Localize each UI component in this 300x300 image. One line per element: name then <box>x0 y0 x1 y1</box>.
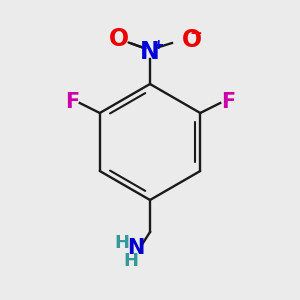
Text: O: O <box>109 27 129 51</box>
Text: N: N <box>140 40 160 64</box>
Text: H: H <box>124 252 139 270</box>
Text: −: − <box>190 26 202 40</box>
Text: N: N <box>127 238 145 258</box>
Text: O: O <box>182 28 202 52</box>
Text: H: H <box>115 234 130 252</box>
Text: F: F <box>221 92 236 112</box>
Text: F: F <box>64 92 79 112</box>
Text: +: + <box>152 38 164 52</box>
